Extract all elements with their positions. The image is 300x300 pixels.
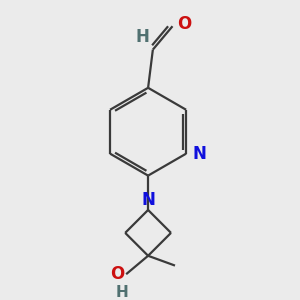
Text: O: O <box>177 15 191 33</box>
Text: O: O <box>110 265 124 283</box>
Text: H: H <box>116 285 129 300</box>
Text: H: H <box>135 28 149 46</box>
Text: N: N <box>141 191 155 209</box>
Text: N: N <box>193 145 207 163</box>
